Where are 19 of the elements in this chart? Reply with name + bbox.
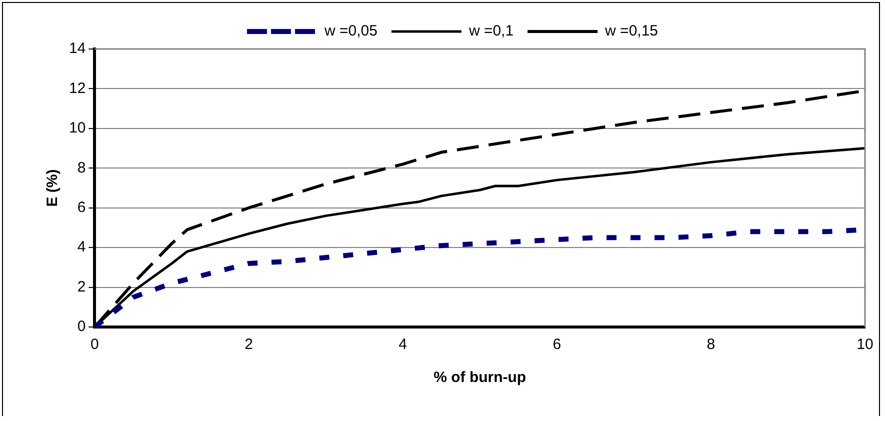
y-tick-label: 8 [77,159,86,176]
y-tick-label: 10 [68,120,86,137]
y-axis-title: E (%) [44,169,62,207]
x-tick-label: 6 [552,336,562,354]
x-tick-label: 4 [398,336,407,354]
y-tick-label: 2 [77,278,86,296]
y-tick-label: 14 [68,40,86,58]
legend-label: w =0,05 [323,22,378,40]
x-tick-label: 2 [244,336,253,354]
x-tick-label: 8 [706,336,716,354]
x-tick-label: 0 [90,336,99,354]
y-tick-label: 4 [77,238,86,256]
y-tick-label: 6 [77,199,86,216]
x-tick-label: 10 [856,336,874,354]
x-axis-title: % of burn-up [434,369,526,386]
legend-label: w =0,15 [604,22,658,40]
y-tick-label: 0 [77,318,86,336]
y-tick-label: 12 [68,80,86,97]
legend-label: w =0,1 [468,22,514,40]
